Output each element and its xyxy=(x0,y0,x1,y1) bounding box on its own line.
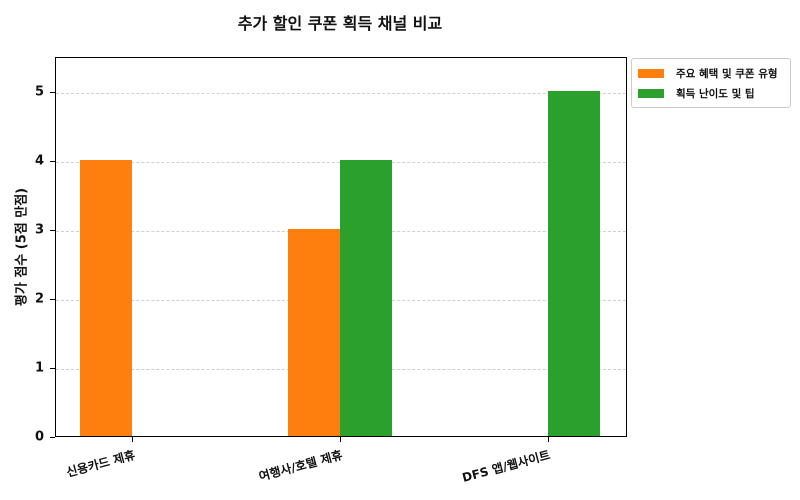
bar-benefits xyxy=(80,159,132,436)
bar-difficulty xyxy=(340,159,392,436)
y-tick-label: 2 xyxy=(34,291,44,307)
y-tick xyxy=(50,229,55,231)
x-tick xyxy=(132,437,133,442)
legend-label: 획득 난이도 및 팁 xyxy=(676,87,755,100)
y-tick-label: 3 xyxy=(34,222,44,238)
y-tick-label: 0 xyxy=(34,429,44,445)
x-tick-label: 신용카드 제휴 xyxy=(64,447,137,480)
legend-item-benefits: 주요 혜택 및 쿠폰 유형 xyxy=(638,63,784,83)
legend-label: 주요 혜택 및 쿠폰 유형 xyxy=(676,67,778,80)
legend: 주요 혜택 및 쿠폰 유형 획득 난이도 및 팁 xyxy=(631,58,791,108)
y-tick-label: 4 xyxy=(34,153,44,169)
gridline xyxy=(56,92,626,94)
legend-item-difficulty: 획득 난이도 및 팁 xyxy=(638,83,784,103)
x-tick-label: DFS 앱/웹사이트 xyxy=(460,447,552,485)
x-tick xyxy=(548,437,549,442)
bar-difficulty xyxy=(548,90,600,436)
y-tick xyxy=(50,91,55,93)
legend-swatch-orange xyxy=(638,68,664,78)
y-tick-label: 5 xyxy=(34,84,44,100)
chart-title: 추가 할인 쿠폰 획득 채널 비교 xyxy=(237,14,443,33)
y-axis-title: 평가 점수 (5점 만점) xyxy=(14,187,30,307)
y-tick xyxy=(50,160,55,162)
y-tick xyxy=(50,298,55,300)
x-tick xyxy=(340,437,341,442)
y-tick xyxy=(50,437,55,438)
plot-area xyxy=(55,57,627,437)
y-tick xyxy=(50,367,55,369)
y-tick-label: 1 xyxy=(34,360,44,376)
legend-swatch-green xyxy=(638,88,664,98)
x-tick-label: 여행사/호텔 제휴 xyxy=(257,447,344,484)
bar-benefits xyxy=(288,228,340,436)
